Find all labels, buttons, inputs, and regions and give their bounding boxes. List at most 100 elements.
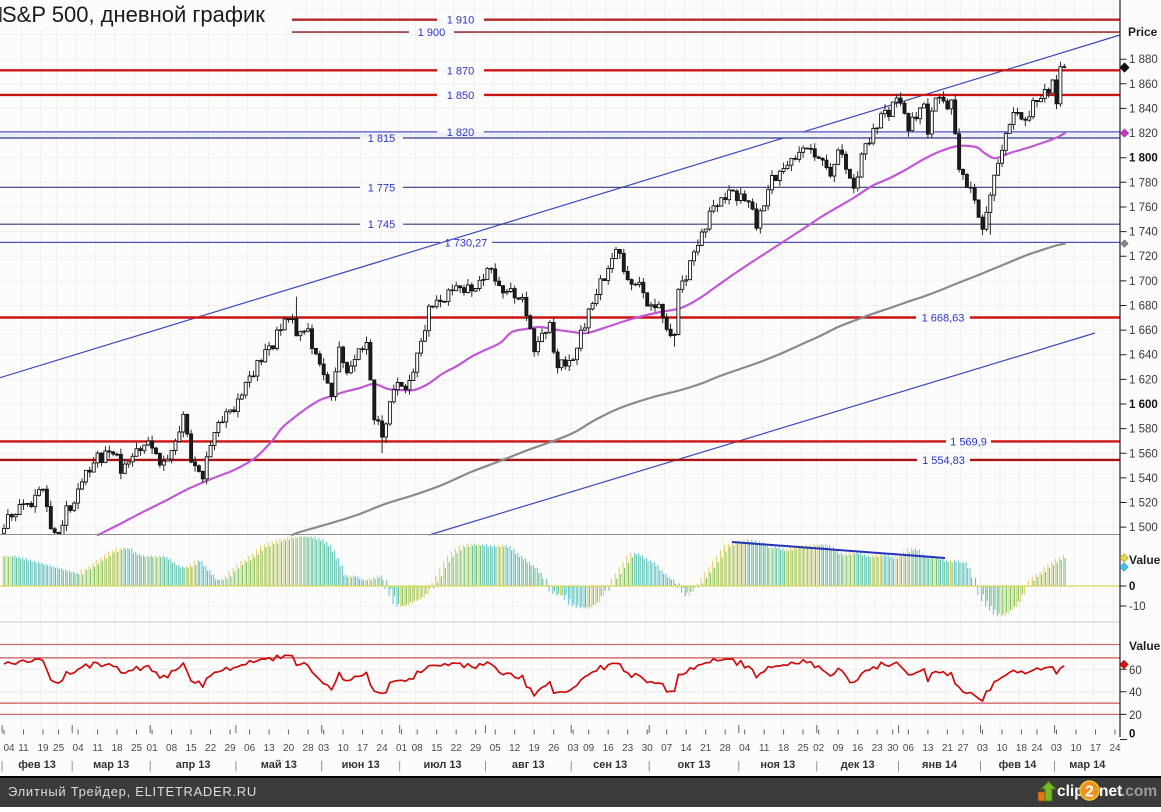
svg-text:1 540: 1 540 <box>1129 473 1158 485</box>
svg-text:1 870: 1 870 <box>447 65 475 77</box>
svg-text:11: 11 <box>759 743 770 754</box>
svg-text:04: 04 <box>3 743 15 754</box>
svg-text:1 840: 1 840 <box>1129 103 1158 115</box>
svg-text:S&P 500, дневной график: S&P 500, дневной график <box>2 2 265 27</box>
svg-text:июн 13: июн 13 <box>342 759 380 771</box>
svg-text:0: 0 <box>1129 729 1135 741</box>
svg-text:25: 25 <box>131 743 143 754</box>
svg-text:1 780: 1 780 <box>1129 177 1158 189</box>
svg-text:17: 17 <box>357 743 369 754</box>
svg-text:ноя 13: ноя 13 <box>760 759 795 771</box>
svg-text:1 680: 1 680 <box>1129 301 1158 313</box>
svg-text:08: 08 <box>166 743 178 754</box>
svg-text:Value: Value <box>1129 553 1161 567</box>
svg-text:|: | <box>484 760 487 772</box>
svg-text:30: 30 <box>887 743 899 754</box>
svg-text:09: 09 <box>833 743 845 754</box>
svg-text:22: 22 <box>205 743 217 754</box>
svg-text:1 860: 1 860 <box>1129 79 1158 91</box>
svg-text:21: 21 <box>700 743 712 754</box>
svg-text:1 569,9: 1 569,9 <box>950 436 987 448</box>
svg-text:08: 08 <box>412 743 424 754</box>
svg-text:апр 13: апр 13 <box>176 759 211 771</box>
svg-text:1 560: 1 560 <box>1129 448 1158 460</box>
svg-text:1 700: 1 700 <box>1129 276 1158 288</box>
svg-text:11: 11 <box>18 743 29 754</box>
svg-text:40: 40 <box>1129 687 1142 699</box>
svg-text:07: 07 <box>661 743 673 754</box>
svg-text:|: | <box>71 760 74 772</box>
svg-text:06: 06 <box>244 743 256 754</box>
svg-text:05: 05 <box>490 743 502 754</box>
svg-text:20: 20 <box>1129 710 1142 722</box>
svg-text:1 600: 1 600 <box>1129 399 1158 411</box>
svg-text:03: 03 <box>318 743 330 754</box>
svg-text:|: | <box>398 760 401 772</box>
svg-text:дек 13: дек 13 <box>841 759 875 771</box>
svg-text:11: 11 <box>92 743 103 754</box>
svg-text:Value: Value <box>1129 639 1161 653</box>
svg-text:1 500: 1 500 <box>1129 522 1158 534</box>
svg-text:24: 24 <box>1031 743 1043 754</box>
svg-text:1 580: 1 580 <box>1129 424 1158 436</box>
svg-text:26: 26 <box>548 743 560 754</box>
svg-text:1 775: 1 775 <box>368 182 396 194</box>
svg-text:03: 03 <box>568 743 580 754</box>
svg-text:16: 16 <box>852 743 864 754</box>
svg-text:19: 19 <box>37 743 49 754</box>
svg-text:01: 01 <box>147 743 159 754</box>
svg-text:18: 18 <box>111 743 123 754</box>
svg-text:|: | <box>1 760 4 772</box>
svg-text:03: 03 <box>977 743 989 754</box>
svg-text:12: 12 <box>509 743 521 754</box>
svg-text:14: 14 <box>681 743 693 754</box>
svg-text:.com: .com <box>1121 783 1157 800</box>
svg-text:сен 13: сен 13 <box>593 759 627 771</box>
svg-text:1 880: 1 880 <box>1129 54 1158 66</box>
svg-text:1 740: 1 740 <box>1129 227 1158 239</box>
svg-text:|: | <box>1053 760 1056 772</box>
svg-text:фев 14: фев 14 <box>999 759 1038 771</box>
svg-text:Price: Price <box>1128 25 1158 39</box>
svg-text:1 730,27: 1 730,27 <box>445 237 488 249</box>
svg-text:06: 06 <box>903 743 915 754</box>
svg-text:1 815: 1 815 <box>368 133 396 145</box>
svg-text:0: 0 <box>1129 581 1135 593</box>
svg-text:18: 18 <box>778 743 790 754</box>
svg-text:|: | <box>737 760 740 772</box>
svg-text:|: | <box>897 760 900 772</box>
svg-text:|: | <box>234 760 237 772</box>
svg-text:22: 22 <box>451 743 463 754</box>
svg-text:июл 13: июл 13 <box>424 759 462 771</box>
svg-text:24: 24 <box>1109 743 1121 754</box>
svg-text:май 13: май 13 <box>261 759 297 771</box>
svg-text:24: 24 <box>377 743 389 754</box>
svg-text:27: 27 <box>957 743 969 754</box>
svg-text:03: 03 <box>1051 743 1063 754</box>
svg-text:авг 13: авг 13 <box>512 759 545 771</box>
svg-text:17: 17 <box>1090 743 1102 754</box>
svg-text:|: | <box>648 760 651 772</box>
svg-text:|: | <box>320 760 323 772</box>
svg-text:10: 10 <box>1070 743 1082 754</box>
svg-text:13: 13 <box>264 743 276 754</box>
svg-text:1 520: 1 520 <box>1129 498 1158 510</box>
svg-text:16: 16 <box>603 743 615 754</box>
svg-text:2: 2 <box>1085 784 1094 801</box>
svg-text:|: | <box>570 760 573 772</box>
svg-text:1 820: 1 820 <box>1129 128 1158 140</box>
svg-text:28: 28 <box>303 743 315 754</box>
svg-text:-10: -10 <box>1129 601 1146 613</box>
svg-text:Элитный Трейдер, ELITETRADER.R: Элитный Трейдер, ELITETRADER.RU <box>8 784 257 799</box>
svg-text:фев 13: фев 13 <box>18 759 56 771</box>
svg-text:окт 13: окт 13 <box>678 759 711 771</box>
svg-text:10: 10 <box>996 743 1008 754</box>
svg-text:21: 21 <box>942 743 954 754</box>
svg-text:30: 30 <box>642 743 654 754</box>
svg-text:10: 10 <box>338 743 350 754</box>
svg-text:04: 04 <box>73 743 85 754</box>
svg-text:1 850: 1 850 <box>447 90 475 102</box>
svg-text:29: 29 <box>225 743 237 754</box>
svg-text:60: 60 <box>1129 665 1142 677</box>
svg-text:|: | <box>149 760 152 772</box>
